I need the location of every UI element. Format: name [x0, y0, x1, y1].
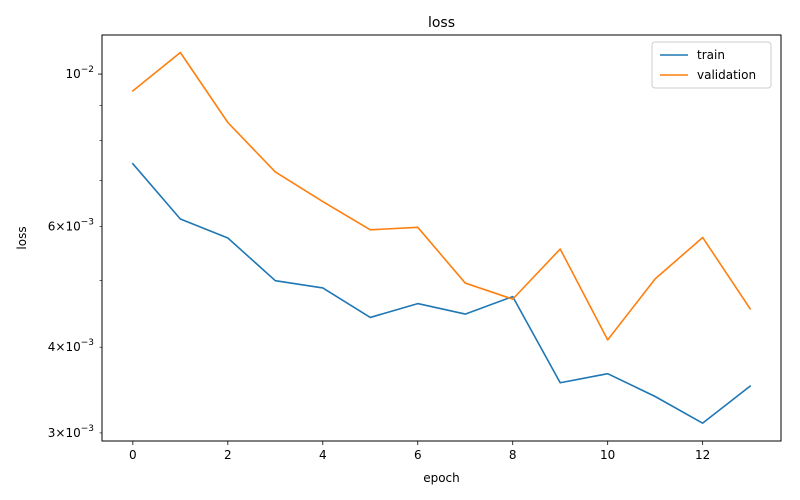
x-tick-label: 12: [695, 448, 710, 462]
x-axis: 0 2 4 6 8 10 12: [129, 441, 710, 462]
x-tick-label: 10: [600, 448, 615, 462]
axes-frame: [101, 34, 782, 442]
y-axis: 10−2 3×10−3 4×10−3 6×10−3: [48, 65, 102, 440]
series-line-train: [131, 162, 752, 424]
x-tick-label: 6: [414, 448, 422, 462]
y-tick-label: 6×10−3: [48, 217, 94, 233]
x-axis-label: epoch: [423, 471, 460, 485]
x-tick-label: 0: [129, 448, 137, 462]
x-tick-label: 8: [509, 448, 517, 462]
legend-label-validation: validation: [697, 68, 756, 82]
x-tick-label: 4: [319, 448, 327, 462]
y-tick-label: 4×10−3: [48, 338, 94, 354]
chart-title: loss: [428, 15, 455, 31]
legend: train validation: [651, 41, 772, 89]
y-tick-label: 3×10−3: [48, 424, 94, 440]
y-axis-label: loss: [15, 226, 29, 249]
y-tick-label: 10−2: [65, 65, 94, 81]
plot-area: [131, 51, 752, 424]
legend-label-train: train: [697, 48, 725, 62]
series-line-validation: [131, 51, 752, 341]
legend-frame: [651, 41, 772, 89]
x-tick-label: 2: [224, 448, 232, 462]
